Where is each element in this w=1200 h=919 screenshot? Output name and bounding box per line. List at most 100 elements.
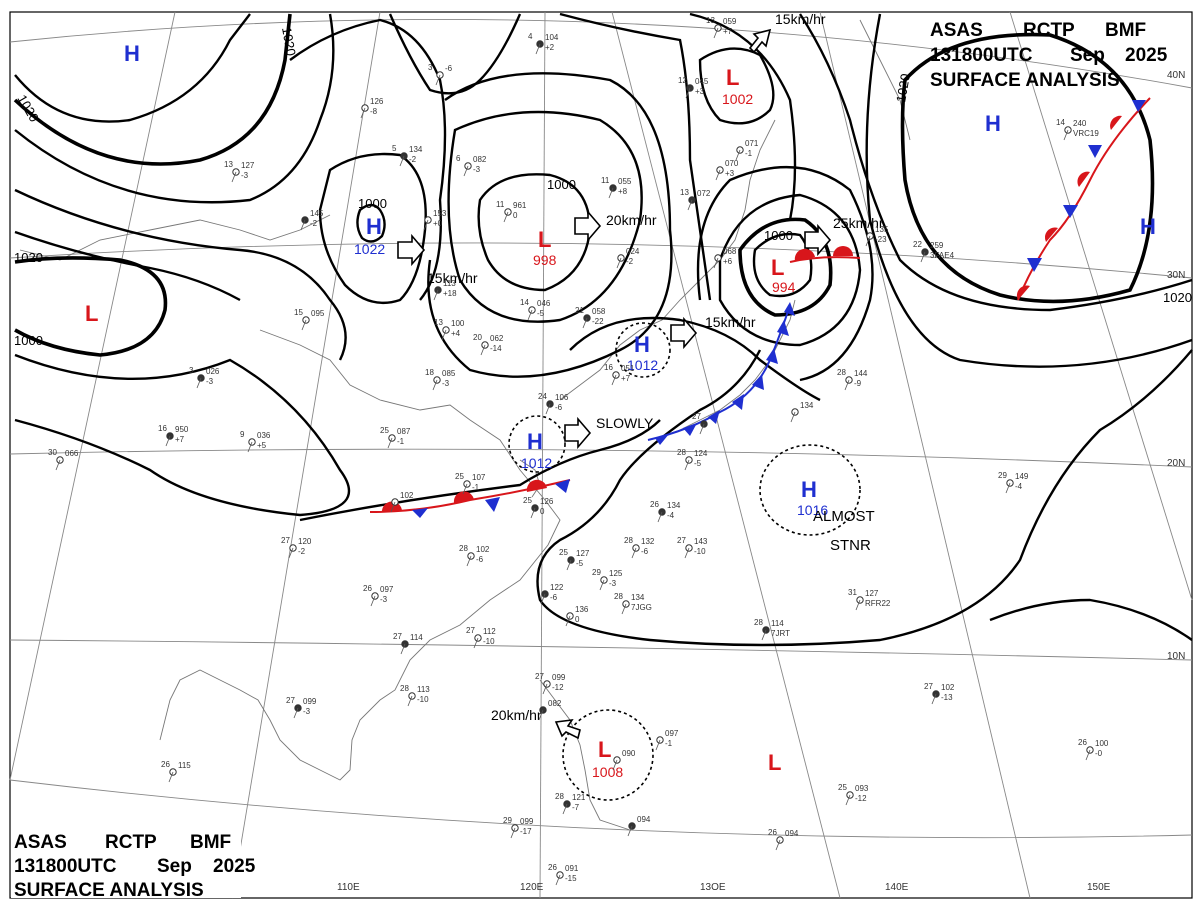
station-temp: 26 <box>650 500 659 509</box>
coast-kamchatka <box>859 19 911 141</box>
station-temp: 28 <box>459 544 468 553</box>
station-temp: 26 <box>161 760 170 769</box>
isobar-nw-outer <box>14 13 335 204</box>
front-warm-bump-2 <box>453 491 474 503</box>
station-tendency: 0 <box>575 615 580 624</box>
station-temp: 14 <box>1056 118 1065 127</box>
station-temp: 28 <box>837 368 846 377</box>
station-tendency: VRC19 <box>1073 129 1099 138</box>
station-temp: 13 <box>224 160 233 169</box>
station-plot: 26 094 <box>768 828 799 851</box>
coast-philippines <box>539 679 631 831</box>
station-plot: 15 095 <box>294 308 325 331</box>
station-pressure: 051 <box>621 364 635 373</box>
station-pressure: 107 <box>472 473 486 482</box>
wind-barb <box>360 107 366 119</box>
annotation-stnr: STNR <box>830 537 871 554</box>
station-tendency: -3 <box>442 379 450 388</box>
station-pressure: 099 <box>520 817 534 826</box>
movement-label-central-low: 20km/hr <box>606 212 657 228</box>
station-plot: 29 099-17 <box>503 816 534 839</box>
station-plot: 11 055+8 <box>601 176 632 199</box>
station-tendency: +18 <box>443 289 457 298</box>
station-tendency: -4 <box>1015 482 1023 491</box>
station-pressure: 102 <box>400 491 414 500</box>
station-pressure: 127 <box>576 549 590 558</box>
lon-label-140e: 140E <box>885 882 909 893</box>
station-pressure: 068 <box>723 247 737 256</box>
wind-barb <box>473 637 479 649</box>
wind-barb <box>1005 482 1011 494</box>
latitude-line-0 <box>9 779 1193 839</box>
map-frame <box>9 11 1193 899</box>
station-temp: 27 <box>286 696 295 705</box>
isobars <box>13 12 1193 647</box>
station-pressure: 102 <box>941 683 955 692</box>
station-temp: 5 <box>392 144 397 153</box>
wind-barb <box>1085 749 1091 761</box>
station-plot: 27 112-10 <box>466 626 496 649</box>
station-plot: 145-2 <box>300 209 324 231</box>
longitude-line-150e <box>1009 11 1193 601</box>
station-tendency: +7 <box>723 27 733 36</box>
latitude-line-40n <box>9 18 1193 89</box>
station-pressure: 259 <box>930 241 944 250</box>
station-temp: 11 <box>601 176 610 185</box>
station-pressure: 127 <box>865 589 879 598</box>
station-tendency: +6 <box>723 257 733 266</box>
dashed-circle-low-philippines <box>562 709 654 801</box>
front-japan-tri-7 <box>777 320 789 336</box>
station-plot: 3 026-3 <box>189 366 220 389</box>
coastlines <box>19 19 911 831</box>
isobar-west-outer <box>14 353 351 517</box>
station-pressure: 099 <box>552 673 566 682</box>
station-pressure: 115 <box>178 761 191 770</box>
longitude-line-130e-a <box>611 11 841 899</box>
center-high-pacific: H <box>801 477 817 502</box>
wind-barb <box>55 459 61 471</box>
wind-barb <box>555 874 561 886</box>
header-bl-title: SURFACE ANALYSIS <box>14 880 204 901</box>
wind-barb <box>441 329 447 341</box>
station-tendency: -3 <box>609 579 617 588</box>
wind-barb <box>231 171 237 183</box>
station-tendency: -5 <box>537 309 545 318</box>
isobar-front-north <box>299 419 661 522</box>
wind-barb <box>713 27 719 39</box>
station-plot: 12 045+3 <box>678 76 709 99</box>
isobar-label-6: 1000 <box>14 333 43 348</box>
front-ne-tri-2 <box>1088 145 1102 158</box>
arrow-taiwan-high-move <box>564 416 592 450</box>
station-pressure: 093 <box>855 784 869 793</box>
longitude-line-120e <box>539 11 546 899</box>
station-plot: 26 097-3 <box>363 584 394 607</box>
dashed-circulations <box>508 322 861 801</box>
dashed-circle-high-taiwan <box>508 415 566 473</box>
station-pressure: 058 <box>592 307 606 316</box>
movement-label-north-low: 15km/hr <box>775 11 826 27</box>
station-pressure: 087 <box>397 427 411 436</box>
station-tendency: -1 <box>745 149 753 158</box>
station-plot: 28 132-6 <box>624 536 655 559</box>
front-japan-tri-5 <box>752 374 764 390</box>
station-temp: 26 <box>548 863 557 872</box>
coast-china <box>159 329 561 781</box>
station-tendency: +8 <box>618 187 628 196</box>
wind-barb <box>687 199 693 211</box>
wind-barb <box>247 441 253 453</box>
wind-barb <box>1063 129 1069 141</box>
station-temp: 9 <box>240 430 245 439</box>
coast-korea-manchuria <box>559 119 776 401</box>
station-temp: 26 <box>363 584 372 593</box>
header-bl-id-1: ASAS <box>14 832 67 853</box>
station-temp: 25 <box>523 496 532 505</box>
station-tendency: -4 <box>667 511 675 520</box>
station-pressure: 122 <box>550 583 564 592</box>
header-bl-id-2: RCTP <box>105 832 157 853</box>
center-low-japansea-pressure: 994 <box>772 279 796 295</box>
center-low-philippines-pressure: 1008 <box>592 764 623 780</box>
station-plot: 25 087-1 <box>380 426 411 449</box>
isobar-mid-north <box>289 18 447 301</box>
station-temp: 4 <box>528 32 533 41</box>
